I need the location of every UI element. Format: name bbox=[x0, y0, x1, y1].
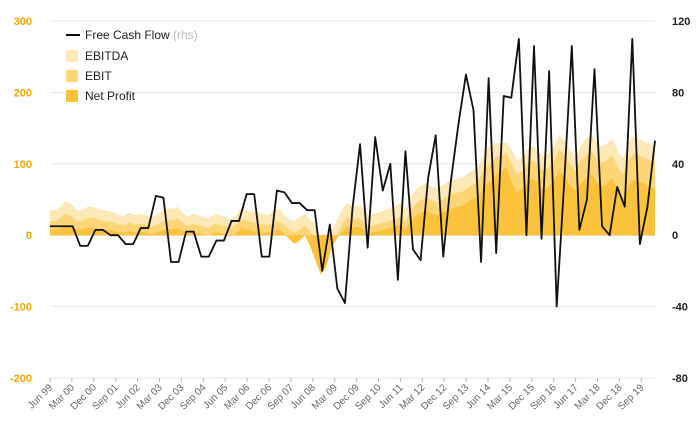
right-tick-label: -40 bbox=[672, 302, 688, 314]
right-tick-label: -80 bbox=[672, 373, 688, 385]
left-tick-label: -100 bbox=[10, 302, 32, 314]
left-tick-label: -200 bbox=[10, 373, 32, 385]
left-tick-label: 0 bbox=[26, 230, 32, 242]
right-tick-label: 80 bbox=[672, 87, 684, 99]
line-free-cash-flow bbox=[50, 37, 656, 308]
right-tick-label: 40 bbox=[672, 159, 684, 171]
legend-ebit-label: EBIT bbox=[85, 69, 112, 83]
legend-netprofit-swatch bbox=[66, 90, 78, 102]
legend: Free Cash Flow (rhs) EBITDA EBIT Net Pro… bbox=[66, 28, 198, 103]
right-tick-label: 0 bbox=[672, 230, 678, 242]
legend-fcf-suffix: (rhs) bbox=[173, 28, 198, 42]
area-net-profit bbox=[50, 167, 655, 275]
right-tick-label: 120 bbox=[672, 16, 690, 28]
left-tick-label: 100 bbox=[14, 159, 32, 171]
left-tick-label: 200 bbox=[14, 87, 32, 99]
legend-fcf-label: Free Cash Flow bbox=[85, 28, 170, 42]
legend-ebitda-label: EBITDA bbox=[85, 49, 128, 63]
legend-ebitda-swatch bbox=[66, 50, 78, 62]
legend-ebit-swatch bbox=[66, 70, 78, 82]
legend-netprofit-label: Net Profit bbox=[85, 89, 136, 103]
left-tick-label: 300 bbox=[14, 16, 32, 28]
area-series bbox=[50, 135, 655, 275]
line-series bbox=[50, 37, 656, 308]
